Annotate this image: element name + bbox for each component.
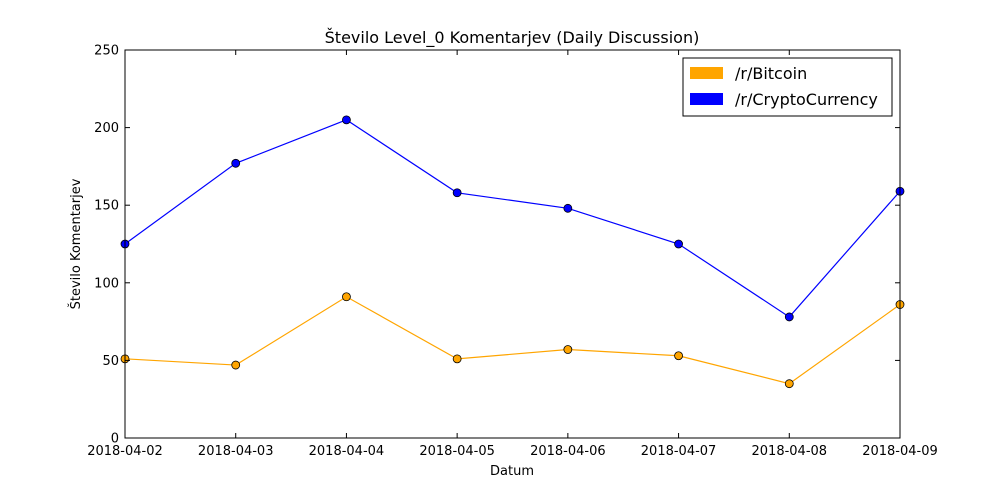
plot-frame	[124, 49, 901, 439]
data-point	[563, 203, 573, 213]
series-bitcoin	[120, 292, 905, 389]
data-point	[342, 115, 351, 125]
series-layer	[120, 115, 905, 389]
ticks-layer: 0 50 100 150 200 250 2018-04-02 2018-04-03 2018-…	[87, 44, 938, 460]
data-point	[452, 354, 462, 364]
data-point	[784, 312, 794, 322]
data-point	[674, 351, 683, 361]
y-tick-label: 50	[102, 354, 119, 369]
x-tick-label: 2018-04-02	[87, 444, 163, 459]
series-line	[124, 296, 901, 385]
legend-label: /r/CryptoCurrency	[735, 90, 878, 109]
chart-title: Število Level_0 Komentarjev (Daily Discu…	[325, 28, 700, 48]
x-axis-label: Datum	[490, 464, 534, 479]
data-point	[452, 188, 462, 198]
legend-swatch	[690, 93, 723, 105]
y-tick-label: 0	[111, 432, 119, 447]
data-point	[231, 158, 241, 168]
series-line	[124, 119, 901, 318]
y-tick-label: 150	[94, 199, 119, 214]
x-tick-label: 2018-04-04	[309, 444, 385, 459]
data-point	[563, 345, 573, 354]
data-point	[342, 292, 351, 302]
x-tick-label: 2018-04-03	[198, 444, 274, 459]
x-tick-label: 2018-04-08	[752, 444, 828, 459]
y-tick-label: 100	[94, 276, 119, 291]
data-point	[231, 360, 241, 370]
y-tick-label: 200	[94, 121, 119, 136]
x-tick-label: 2018-04-06	[530, 444, 606, 459]
series-cryptocurrency	[120, 115, 905, 322]
data-point	[784, 379, 794, 389]
x-tick-label: 2018-04-09	[862, 444, 938, 459]
legend: /r/Bitcoin/r/CryptoCurrency	[682, 57, 893, 117]
x-tick-label: 2018-04-05	[419, 444, 495, 459]
data-point	[674, 239, 683, 249]
legend-swatch	[690, 67, 723, 79]
y-axis-label: Število Komentarjev	[68, 178, 84, 309]
x-tick-label: 2018-04-07	[641, 444, 717, 459]
y-tick-label: 250	[94, 44, 119, 59]
legend-label: /r/Bitcoin	[735, 64, 807, 83]
